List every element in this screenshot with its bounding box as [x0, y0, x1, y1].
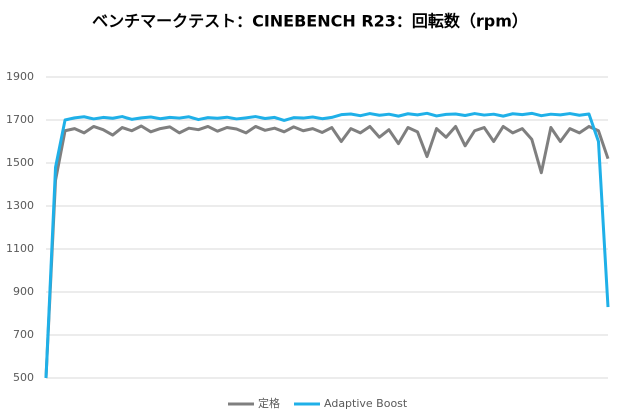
series-line — [44, 124, 610, 379]
legend-label: Adaptive Boost — [324, 397, 408, 410]
y-tick-label: 1300 — [6, 199, 34, 212]
y-tick-label: 1500 — [6, 156, 34, 169]
y-tick-label: 1700 — [6, 113, 34, 126]
series-line — [44, 111, 610, 379]
y-tick-label: 700 — [13, 328, 34, 341]
y-tick-label: 1100 — [6, 242, 34, 255]
y-tick-label: 900 — [13, 285, 34, 298]
legend-label: 定格 — [258, 396, 280, 410]
y-tick-label: 500 — [13, 371, 34, 384]
chart-title: ベンチマークテスト：CINEBENCH R23：回転数（rpm） — [92, 12, 528, 31]
y-tick-label: 1900 — [6, 70, 34, 83]
